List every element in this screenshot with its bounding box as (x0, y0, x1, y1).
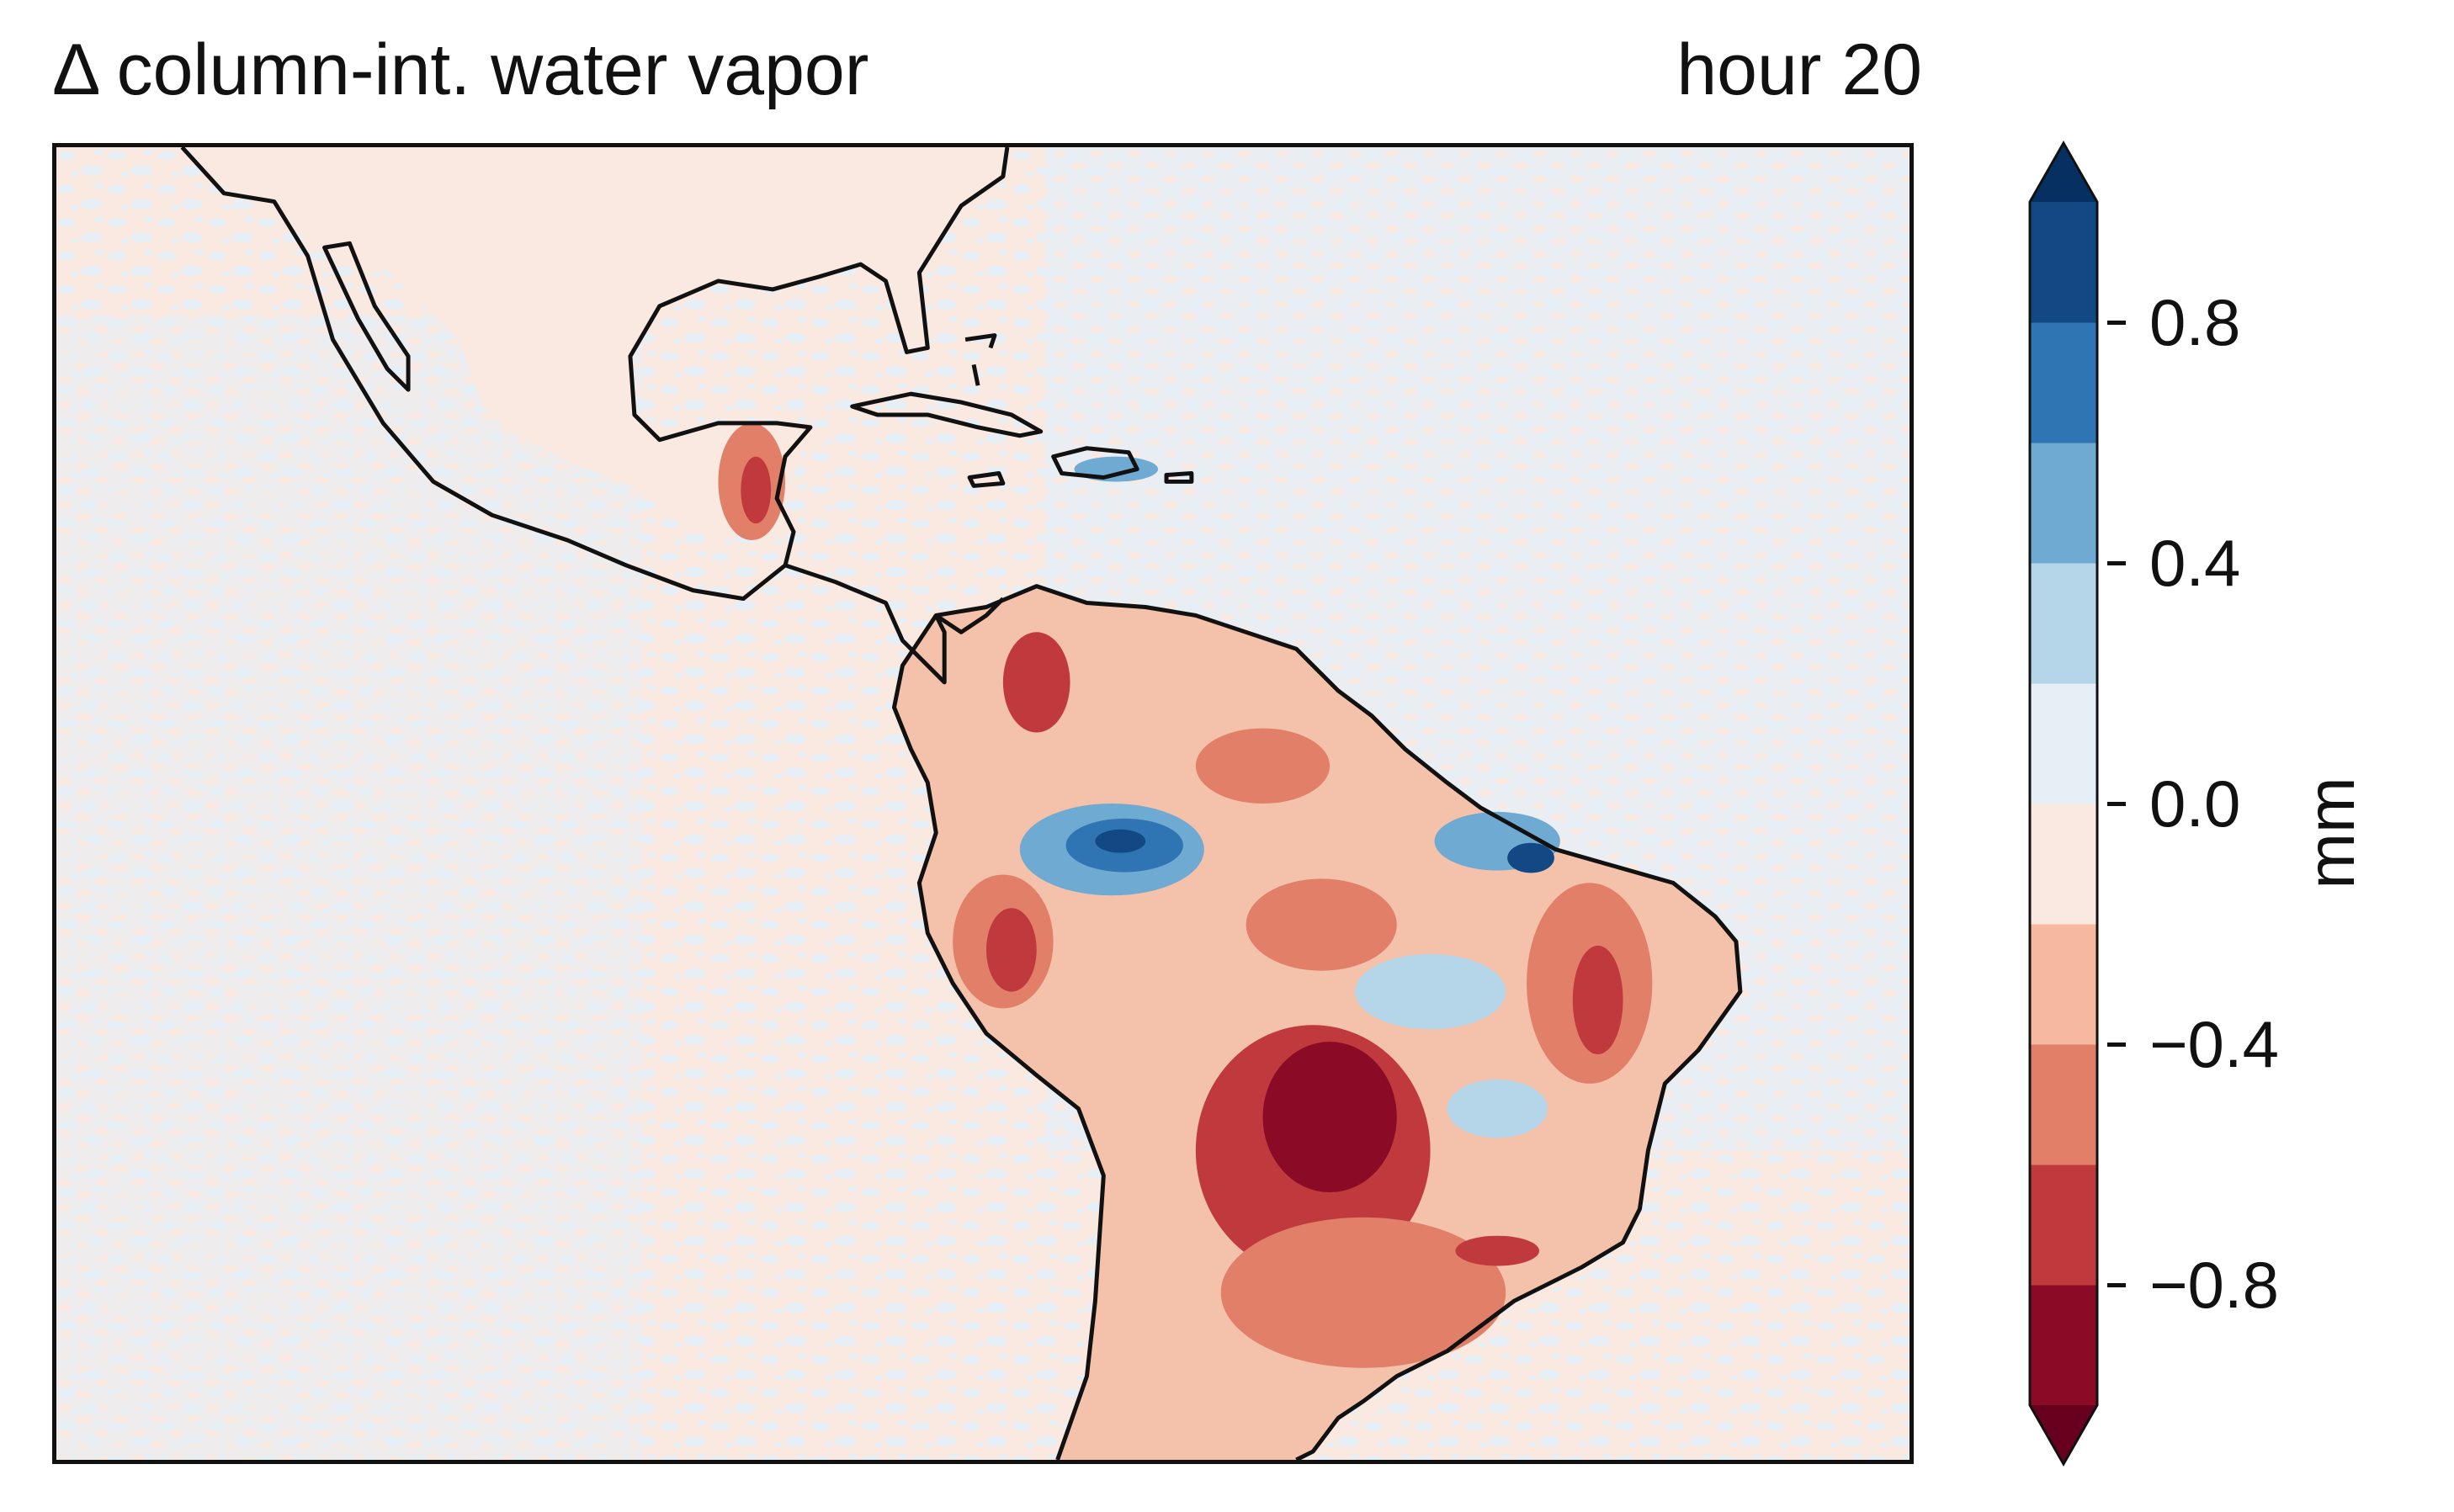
colorbar-tick: 0.0 (2107, 771, 2240, 836)
colorbar-tick-label: 0.0 (2149, 767, 2241, 841)
anomaly-contours (718, 422, 1653, 1368)
guatemala-dry-core (741, 456, 772, 524)
colorbar-tick-mark (2107, 801, 2126, 806)
colorbar-tick: −0.4 (2107, 1011, 2279, 1077)
north-america-land (182, 147, 1007, 541)
colorbar-tick-mark (2107, 1282, 2126, 1287)
colorbar-extend-under (2030, 1405, 2097, 1464)
east-brazil-moist-core (1507, 842, 1554, 873)
colorbar-tick-mark (2107, 320, 2126, 325)
south-america-coastline (891, 584, 1743, 1460)
colorbar-tick-mark (2107, 1042, 2126, 1047)
colorbar-extend-over (2030, 143, 2097, 202)
mato-grosso-moist (1354, 953, 1506, 1030)
parana-dry (1220, 1217, 1506, 1368)
hispaniola-coastline (1051, 446, 1139, 480)
peru-dry-core (985, 908, 1037, 992)
northern-andes-dry (1002, 632, 1070, 733)
nordeste-dry-core (1572, 945, 1623, 1055)
coastlines (180, 147, 1743, 1460)
colorbar-tick: 0.8 (2107, 289, 2240, 355)
bolivia-dry-core (1262, 1042, 1397, 1193)
colorbar-tick-label: −0.8 (2149, 1248, 2279, 1322)
colorbar-tick: 0.4 (2107, 530, 2240, 596)
map-title: Δ column-int. water vapor (52, 29, 869, 110)
bahamas-coastline (964, 333, 997, 386)
colorbar-bin (2030, 804, 2097, 925)
colorbar-bin (2030, 443, 2097, 564)
central-america-coastline (784, 563, 1005, 685)
gulf-of-california-coastline (322, 241, 411, 392)
colorbar-tick: −0.8 (2107, 1252, 2279, 1318)
minas-moist (1447, 1079, 1548, 1138)
amazon-moist-peak (1095, 829, 1146, 853)
colorbar-svg (2028, 140, 2099, 1467)
puerto-rico-coastline (1164, 471, 1194, 484)
map-time-label: hour 20 (1676, 29, 1922, 110)
colorbar-bin (2030, 322, 2097, 443)
colorbar-tick-mark (2107, 560, 2126, 565)
colorbar-tick-label: 0.8 (2149, 285, 2241, 359)
colorbar-tick-label: −0.4 (2149, 1007, 2279, 1081)
map-canvas (56, 147, 1910, 1460)
colorbar-tick-label: 0.4 (2149, 526, 2241, 600)
colorbar-bin (2030, 924, 2097, 1045)
jamaica-coastline (967, 471, 1006, 488)
colorbar-outline (2028, 140, 2099, 1467)
colorbar-bin (2030, 1285, 2097, 1406)
colorbar (2028, 140, 2099, 1467)
north-america-coastline (180, 147, 1010, 602)
colorbar-bin (2030, 1044, 2097, 1165)
cuba-coastline (850, 391, 1044, 438)
map-panel (52, 143, 1914, 1464)
guiana-dry (1195, 728, 1331, 804)
colorbar-bin (2030, 1165, 2097, 1286)
central-brazil-dry (1246, 878, 1397, 971)
ocean-field-west (56, 314, 643, 1460)
southeast-brazil-dry (1455, 1235, 1539, 1266)
colorbar-bin (2030, 563, 2097, 684)
colorbar-bin (2030, 683, 2097, 804)
colorbar-unit-label: mm (2293, 777, 2368, 889)
colorbar-bin (2030, 202, 2097, 323)
